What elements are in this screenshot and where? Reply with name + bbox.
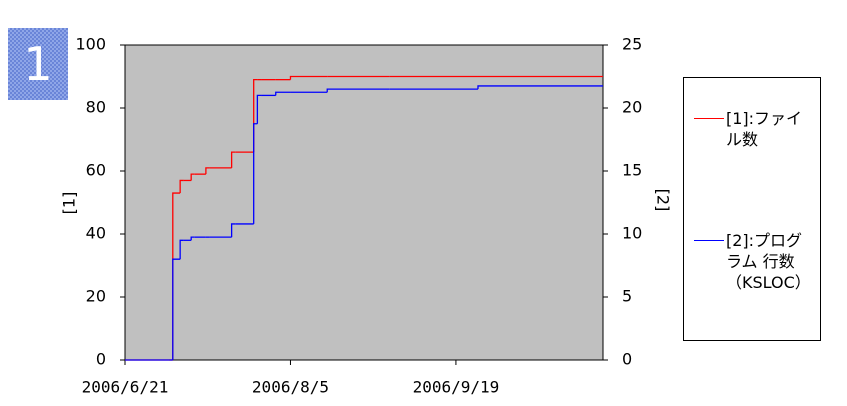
step-segment <box>190 173 195 181</box>
y-tick-label: 20 <box>86 287 106 306</box>
y-tick-label: 40 <box>86 224 106 243</box>
x-tick-label: 2006/8/5 <box>252 378 329 397</box>
legend-swatch <box>694 118 724 119</box>
badge: 1 <box>8 28 68 100</box>
x-tick-label: 2006/9/19 <box>413 378 500 397</box>
legend-label: [1]:ファイル数 <box>726 109 803 149</box>
legend-entry: [2]:プログラム 行数（KSLOC） <box>694 230 818 293</box>
step-segment <box>190 236 195 241</box>
legend-entry: [1]:ファイル数 <box>694 108 818 150</box>
series <box>125 85 603 361</box>
step-segment <box>256 94 262 124</box>
step-segment <box>289 75 328 80</box>
step-segment <box>253 123 258 224</box>
y2-tick-label: 15 <box>622 161 642 180</box>
y-tick-label: 60 <box>86 161 106 180</box>
legend: [1]:ファイル数 [2]:プログラム 行数（KSLOC） <box>683 77 821 341</box>
plot-area <box>124 44 604 361</box>
step-segment <box>172 258 181 360</box>
y2-axis-label: [2] <box>654 189 673 212</box>
y-tick-label: 100 <box>75 35 106 54</box>
y2-tick-label: 10 <box>622 224 642 243</box>
step-segment <box>477 85 603 90</box>
step-segment <box>230 151 236 168</box>
y2-tick-label: 0 <box>622 350 632 369</box>
step-segment <box>205 167 210 175</box>
step-segment <box>179 179 184 194</box>
y2-tick-label: 5 <box>622 287 632 306</box>
legend-label: [2]:プログラム 行数（KSLOC） <box>726 231 811 292</box>
legend-swatch <box>694 240 724 241</box>
y-axis-label: [1] <box>60 192 79 215</box>
y2-tick-label: 25 <box>622 35 642 54</box>
y2-tick-label: 20 <box>622 98 642 117</box>
x-tick-label: 2006/6/21 <box>82 378 169 397</box>
step-segment <box>326 88 390 93</box>
step-segment <box>179 239 184 260</box>
step-segment <box>275 91 291 96</box>
y-tick-label: 0 <box>96 350 106 369</box>
step-segment <box>230 223 236 238</box>
y-tick-label: 80 <box>86 98 106 117</box>
